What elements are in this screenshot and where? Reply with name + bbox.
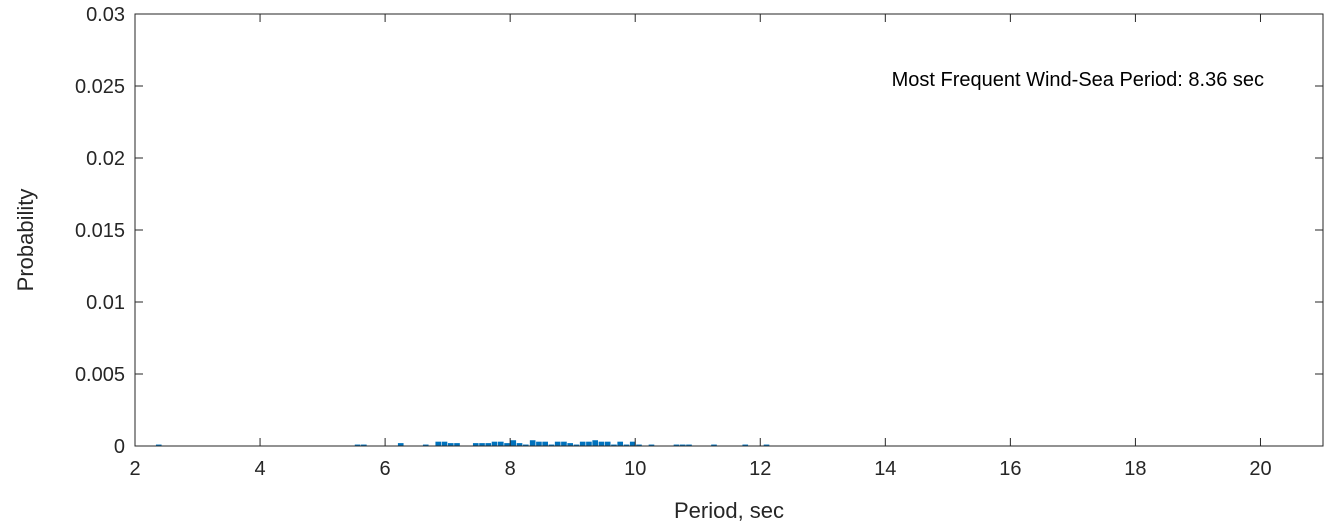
histogram-bar xyxy=(435,441,442,446)
histogram-bar xyxy=(598,441,605,446)
x-tick-label: 20 xyxy=(1249,458,1271,480)
histogram-bar xyxy=(361,444,367,446)
histogram-bar xyxy=(711,444,717,446)
histogram-bar xyxy=(673,444,680,446)
histogram-bar xyxy=(479,443,485,446)
histogram-bar xyxy=(679,444,686,446)
histogram-bar xyxy=(604,441,611,446)
histogram-bar xyxy=(441,441,448,446)
histogram-bar xyxy=(579,441,586,446)
y-tick-label: 0.025 xyxy=(75,76,125,98)
histogram-bar xyxy=(422,444,429,446)
x-tick-label: 10 xyxy=(624,458,646,480)
histogram-bar xyxy=(742,444,749,446)
y-tick-label: 0.03 xyxy=(86,4,125,26)
histogram-bar xyxy=(516,443,523,446)
most-frequent-annotation: Most Frequent Wind-Sea Period: 8.36 sec xyxy=(892,69,1264,91)
y-tick-label: 0.005 xyxy=(75,364,125,386)
histogram-bar xyxy=(510,440,517,446)
histogram-bar xyxy=(611,444,617,446)
histogram-bar xyxy=(573,444,580,446)
histogram-bar xyxy=(686,444,692,446)
y-tick-label: 0.02 xyxy=(86,148,125,170)
histogram-bar xyxy=(536,441,542,446)
y-tick-label: 0.015 xyxy=(75,220,125,242)
histogram-bar xyxy=(548,444,555,446)
x-tick-label: 12 xyxy=(749,458,771,480)
histogram-bar xyxy=(472,443,479,446)
x-tick-label: 16 xyxy=(999,458,1021,480)
histogram-bar xyxy=(648,444,655,446)
histogram-bar xyxy=(592,440,599,446)
bars-group xyxy=(155,440,770,446)
histogram-bar xyxy=(586,441,592,446)
histogram-bar xyxy=(397,443,404,446)
histogram-bar xyxy=(529,440,536,446)
x-tick-label: 4 xyxy=(254,458,265,480)
histogram-bar xyxy=(567,443,573,446)
y-tick-label: 0 xyxy=(114,436,125,458)
histogram-bar xyxy=(497,441,504,446)
histogram-bar xyxy=(522,444,529,446)
histogram-bar xyxy=(629,441,636,446)
histogram-bar xyxy=(447,443,454,446)
histogram-bar xyxy=(623,444,630,446)
histogram-bar xyxy=(561,441,567,446)
histogram-bar xyxy=(354,444,361,446)
x-axis-label: Period, sec xyxy=(674,498,784,523)
histogram-bar xyxy=(454,443,460,446)
histogram-bar xyxy=(542,441,548,446)
histogram-bar xyxy=(763,444,770,446)
y-tick-label: 0.01 xyxy=(86,292,125,314)
x-tick-label: 2 xyxy=(129,458,140,480)
histogram-bar xyxy=(491,441,498,446)
histogram-bar xyxy=(554,441,561,446)
histogram-bar xyxy=(617,441,624,446)
histogram-bar xyxy=(636,444,642,446)
x-tick-label: 8 xyxy=(505,458,516,480)
histogram-bar xyxy=(504,443,510,446)
x-tick-label: 14 xyxy=(874,458,896,480)
y-axis-label: Probability xyxy=(13,189,38,292)
x-tick-label: 18 xyxy=(1124,458,1146,480)
x-tick-label: 6 xyxy=(380,458,391,480)
y-axis: 0 0.005 0.01 0.015 0.02 0.025 0.03 xyxy=(75,4,1323,458)
x-axis: 2 4 6 8 10 12 14 16 18 20 xyxy=(129,14,1272,480)
histogram-bar xyxy=(155,444,162,446)
histogram-bar xyxy=(485,443,492,446)
